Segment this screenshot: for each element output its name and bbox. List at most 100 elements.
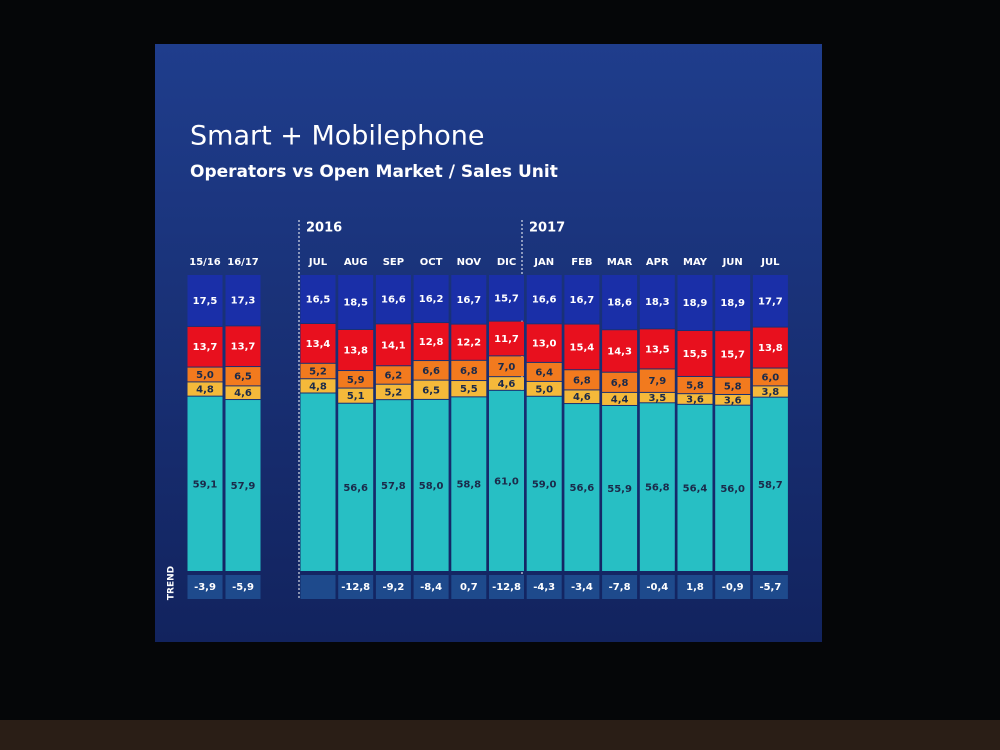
trend-cell — [225, 575, 261, 599]
data-label: 6,8 — [611, 378, 629, 389]
bar-segment — [338, 275, 374, 329]
trend-cell — [602, 575, 638, 599]
bar-segment — [639, 369, 675, 392]
bar-segment — [413, 361, 449, 380]
bar-segment — [677, 404, 713, 571]
trend-value: -12,8 — [341, 582, 370, 593]
trend-value: -3,4 — [571, 582, 593, 593]
data-label: 13,5 — [645, 344, 670, 355]
x-tick-label: FEB — [571, 257, 592, 268]
chart-subtitle: Operators vs Open Market / Sales Unit — [190, 162, 558, 182]
bar-segment — [639, 403, 675, 571]
trend-value: -9,2 — [382, 582, 404, 593]
data-label: 56,8 — [645, 483, 670, 494]
data-label: 17,7 — [758, 296, 783, 307]
data-label: 13,8 — [343, 346, 368, 357]
bar-segment — [451, 324, 487, 360]
bar-segment — [752, 327, 788, 368]
data-label: 18,9 — [683, 298, 708, 309]
x-tick-label: NOV — [457, 257, 482, 268]
trend-value: 1,8 — [686, 582, 704, 593]
bar-segment — [413, 275, 449, 323]
data-label: 16,7 — [570, 295, 595, 306]
bar-segment — [489, 390, 524, 571]
data-label: 56,6 — [343, 483, 368, 494]
trend-value: -12,8 — [492, 582, 521, 593]
trend-cell — [715, 575, 751, 599]
bar-segment — [225, 326, 261, 367]
data-label: 12,8 — [419, 337, 444, 348]
bar-segment — [564, 390, 600, 404]
data-label: 6,2 — [385, 370, 403, 381]
stage — [0, 720, 1000, 750]
data-label: 13,8 — [758, 343, 783, 354]
bar-segment — [225, 386, 261, 400]
bar-segment — [602, 405, 638, 571]
bar-segment — [187, 396, 223, 571]
trend-value: -0,9 — [722, 582, 744, 593]
bar-segment — [300, 363, 336, 379]
bar-segment — [375, 324, 411, 366]
trend-cell — [564, 575, 600, 599]
trend-value: -3,9 — [194, 582, 216, 593]
data-label: 61,0 — [494, 476, 519, 487]
trend-cell — [752, 575, 788, 599]
bar-segment — [187, 367, 223, 382]
trend-cell — [300, 575, 336, 599]
bar-segment — [752, 397, 788, 571]
data-label: 58,8 — [456, 480, 481, 491]
data-label: 13,0 — [532, 339, 557, 350]
x-tick-label: AUG — [344, 257, 368, 268]
data-label: 12,2 — [456, 338, 481, 349]
bar-segment — [752, 275, 788, 327]
bar-segment — [752, 386, 788, 397]
data-label: 5,8 — [724, 381, 742, 392]
trend-cell — [187, 575, 223, 599]
data-label: 6,5 — [234, 372, 252, 383]
data-label: 56,4 — [683, 483, 708, 494]
chart-title: Smart + Mobilephone — [190, 121, 485, 152]
bar-segment — [413, 380, 449, 399]
bar-segment — [602, 392, 638, 405]
data-label: 7,9 — [648, 376, 666, 387]
data-label: 18,3 — [645, 297, 670, 308]
data-label: 5,5 — [460, 384, 478, 395]
bar-segment — [677, 394, 713, 404]
bar-segment — [375, 400, 411, 571]
data-label: 4,8 — [196, 385, 214, 396]
data-label: 55,9 — [607, 484, 632, 495]
data-label: 15,7 — [494, 293, 519, 304]
bar-segment — [225, 400, 261, 571]
bar-segment — [602, 330, 638, 372]
trend-cell — [375, 575, 411, 599]
bar-segment — [602, 372, 638, 392]
bar-segment — [715, 331, 751, 377]
data-label: 6,5 — [422, 385, 440, 396]
data-label: 6,4 — [535, 367, 553, 378]
data-label: 5,1 — [347, 391, 365, 402]
trend-cell — [338, 575, 374, 599]
bar-segment — [300, 393, 336, 571]
x-tick-label: JUL — [760, 257, 780, 268]
bar-segment — [639, 392, 675, 403]
x-tick-label: SEP — [383, 257, 404, 268]
bar-segment — [677, 275, 713, 331]
trend-value: -0,4 — [646, 582, 668, 593]
data-label: 11,7 — [494, 334, 519, 345]
data-label: 16,2 — [419, 294, 444, 305]
bar-segment — [564, 324, 600, 370]
chart: 15/16 59,1 4,8 5,0 13,7 17,5 -3,9 16/17 57,9 4,6 6… — [187, 257, 788, 599]
data-label: 57,9 — [231, 481, 256, 492]
x-tick-label: JUL — [308, 257, 328, 268]
data-label: 15,4 — [570, 342, 595, 353]
trend-value: -4,3 — [533, 582, 555, 593]
bar-segment — [300, 379, 336, 393]
data-label: 18,6 — [607, 298, 632, 309]
data-label: 5,2 — [309, 367, 327, 378]
data-label: 4,6 — [234, 388, 252, 399]
data-label: 57,8 — [381, 481, 406, 492]
bar-segment — [225, 367, 261, 386]
bar-segment — [375, 384, 411, 400]
data-label: 58,0 — [419, 481, 444, 492]
